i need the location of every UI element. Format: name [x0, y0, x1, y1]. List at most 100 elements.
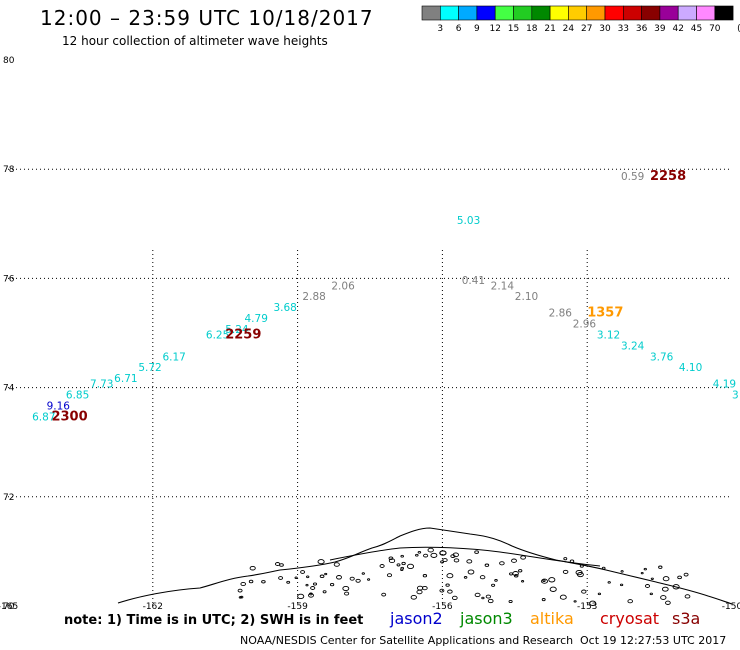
island-shape	[274, 562, 281, 566]
island-shape	[396, 563, 401, 567]
island-shape	[306, 575, 310, 579]
island-shape	[300, 570, 306, 574]
lat-tick-label: 80	[3, 56, 15, 66]
island-shape	[474, 550, 479, 554]
island-shape	[640, 571, 644, 575]
island-shape	[249, 565, 256, 571]
island-shape	[322, 590, 327, 594]
island-shape	[487, 598, 494, 604]
island-shape	[569, 559, 575, 563]
island-shape	[410, 594, 417, 600]
island-shape	[485, 594, 492, 599]
island-shape	[643, 567, 647, 571]
island-shape	[417, 550, 422, 554]
island-shape	[442, 558, 448, 563]
wave-height-label: 4.19	[713, 379, 736, 391]
island-shape	[518, 569, 523, 573]
island-shape	[344, 591, 350, 596]
legend-swatch	[513, 5, 533, 21]
island-shape	[541, 578, 548, 584]
island-shape	[422, 574, 428, 578]
generated-timestamp: Oct 19 12:27:53 UTC 2017	[580, 634, 727, 647]
pass-time-labels: 2300 2259 1357 2258	[51, 169, 686, 424]
island-shape	[508, 599, 513, 604]
wave-height-label: 4.79	[245, 313, 268, 325]
wave-height-label: 3.76	[650, 351, 674, 363]
axis-tick-labels: 80 78 76 74 72 70-165 -162 -159 -156 -153 -150	[0, 56, 740, 612]
island-shape	[450, 554, 456, 558]
island-shape	[286, 580, 291, 584]
island-shape	[589, 600, 597, 606]
legend-unit: (ft)	[737, 24, 740, 34]
lat-lon-grid	[8, 168, 732, 606]
coastline-inner	[329, 546, 601, 567]
island-shape	[406, 563, 415, 570]
pass-time-label: 2300	[51, 409, 87, 424]
island-shape	[381, 592, 387, 597]
island-shape	[658, 565, 663, 569]
island-shape	[317, 559, 325, 565]
island-shape	[581, 589, 587, 594]
island-shape	[329, 582, 335, 587]
legend-swatch	[549, 5, 569, 21]
island-shape	[474, 592, 481, 598]
island-shape	[361, 572, 365, 575]
island-shape	[627, 599, 633, 604]
island-shape	[336, 575, 342, 580]
island-shape	[491, 583, 496, 587]
wave-height-label: 2.06	[331, 280, 355, 292]
island-shape	[305, 583, 309, 587]
satellite-s3a: s3a	[672, 609, 701, 628]
legend-label: 12	[489, 24, 500, 34]
island-shape	[520, 555, 526, 560]
legend-swatch	[696, 5, 716, 21]
island-shape	[542, 579, 546, 582]
legend-label: 15	[508, 24, 519, 34]
island-shape	[684, 594, 691, 599]
satellite-altika: altika	[530, 609, 574, 628]
island-shape	[349, 576, 355, 581]
island-shape	[367, 578, 371, 581]
island-shape	[597, 592, 602, 596]
island-shape	[562, 569, 569, 574]
island-shape	[512, 571, 519, 576]
island-shape	[324, 572, 328, 576]
island-shape	[400, 554, 404, 558]
island-shape	[499, 561, 505, 566]
wave-observations: 6.879.166.857.73 6.715.726.17 6.255.244.79…	[32, 171, 739, 423]
satellite-cryosat: cryosat	[600, 609, 660, 628]
island-shape	[240, 581, 246, 587]
lat-tick-label: 78	[3, 165, 15, 175]
legend-swatch	[568, 5, 588, 21]
lat-tick-label: 74	[3, 384, 15, 394]
wave-height-label: 5.24	[225, 324, 249, 336]
island-shape	[660, 595, 667, 600]
wave-height-label: 4.10	[679, 362, 702, 374]
island-shape	[388, 556, 394, 560]
island-shape	[388, 558, 396, 564]
island-shape	[467, 569, 475, 575]
legend-label: 42	[672, 24, 683, 34]
island-shape	[453, 558, 460, 563]
island-shape	[466, 559, 473, 564]
island-shape	[310, 586, 316, 590]
legend-label: 18	[526, 24, 538, 34]
wave-height-label: 3	[732, 390, 739, 402]
island-shape	[309, 592, 313, 596]
legend-label: 3	[437, 24, 443, 34]
legend-swatch	[531, 5, 551, 21]
wave-height-label: 2.96	[573, 319, 597, 331]
island-shape	[333, 562, 340, 567]
island-shape	[576, 572, 584, 578]
island-shape	[439, 550, 447, 556]
island-shape	[573, 600, 577, 603]
lon-tick-label: -162	[143, 602, 163, 612]
pass-time-label: 1357	[587, 306, 623, 321]
lon-tick-label: -156	[432, 602, 453, 612]
island-shape	[379, 564, 385, 568]
island-shape	[683, 572, 689, 577]
island-shape	[672, 584, 680, 590]
lon-tick-label: -159	[287, 602, 308, 612]
